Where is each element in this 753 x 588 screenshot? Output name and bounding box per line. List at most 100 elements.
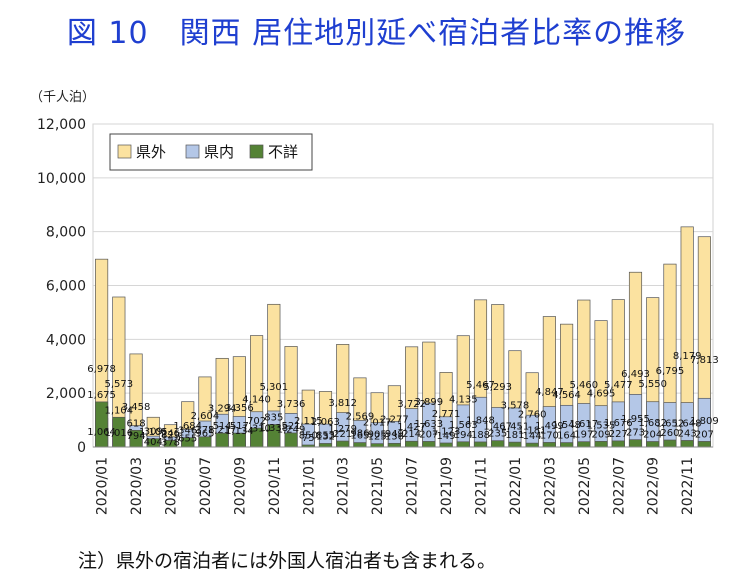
data-label: 246 <box>161 428 180 439</box>
bar-segment-fusho <box>353 442 367 448</box>
data-label: 1,676 <box>604 418 633 429</box>
bar-segment-fusho <box>491 440 505 448</box>
x-tick-label: 2022/05 <box>577 457 593 515</box>
data-label: 8,179 <box>673 351 702 362</box>
data-label: 1,617 <box>570 419 599 430</box>
data-label: 125 <box>368 432 387 443</box>
data-label: 1,249 <box>277 425 306 436</box>
data-label: 5,550 <box>638 379 667 390</box>
data-label: 1,499 <box>535 421 564 432</box>
data-label: 235 <box>488 429 507 440</box>
data-label: 1,955 <box>621 414 650 425</box>
y-tick-label: 2,000 <box>46 386 86 402</box>
data-label: 1,181 <box>518 426 547 437</box>
data-label: 702 <box>247 416 266 427</box>
x-tick-label: 2022/07 <box>611 457 627 515</box>
data-label: 204 <box>643 430 662 441</box>
data-label: 986 <box>350 428 369 439</box>
data-label: 1,809 <box>690 416 719 427</box>
bar-segment-fusho <box>318 443 333 448</box>
x-tick-label: 2021/11 <box>474 457 490 515</box>
y-tick-label: 10,000 <box>37 171 86 187</box>
data-label: 1,105 <box>139 427 168 438</box>
data-label: 1,123 <box>432 426 461 437</box>
bar-segment-fusho <box>525 442 539 448</box>
data-label: 850 <box>299 430 318 441</box>
data-label: 4,140 <box>242 394 271 405</box>
axes: 0 2,000 4,000 6,000 8,000 10,000 12,000 2020/01… <box>37 117 713 515</box>
bar-segment-fusho <box>508 441 522 448</box>
data-label: 853 <box>316 430 335 441</box>
bar-segment-fusho <box>663 439 677 448</box>
data-label: 1,104 <box>105 405 134 416</box>
data-label: 214 <box>402 429 421 440</box>
data-label: 794 <box>127 431 146 442</box>
data-label: 5,573 <box>105 379 134 390</box>
data-label: 378 <box>161 437 180 448</box>
bar-segment-fusho <box>439 442 453 448</box>
data-label: 6,493 <box>621 369 650 380</box>
data-label: 5,460 <box>570 380 599 391</box>
data-label: 207 <box>419 429 438 440</box>
data-label: 949 <box>385 429 404 440</box>
data-label: 2,760 <box>518 409 547 420</box>
bar-segment-fusho <box>542 442 556 448</box>
bar-segment-fusho <box>628 439 643 448</box>
data-label: 170 <box>540 430 559 441</box>
y-tick-label: 4,000 <box>46 332 86 348</box>
legend-label: 県外 <box>136 143 166 161</box>
bar-segment-fusho <box>370 443 384 448</box>
x-tick-label: 2020/09 <box>232 457 248 515</box>
data-label: 149 <box>437 431 456 442</box>
footnote: 注）県外の宿泊者には外国人宿泊者も含まれる。 <box>78 550 497 572</box>
legend-label: 不詳 <box>268 143 298 161</box>
data-label: 3,356 <box>225 403 254 414</box>
legend-swatch <box>249 144 264 159</box>
legend-box <box>109 133 313 171</box>
data-label: 3,812 <box>328 398 357 409</box>
y-tick-label: 8,000 <box>46 225 86 241</box>
data-label: 181 <box>505 430 524 441</box>
data-label: 5,467 <box>466 380 495 391</box>
data-label: 6,795 <box>656 366 685 377</box>
bar-segment-fusho <box>405 440 419 448</box>
data-label: 1,682 <box>638 418 667 429</box>
data-label: 144 <box>523 431 542 442</box>
x-tick-label: 2020/03 <box>129 457 145 515</box>
x-tick-label: 2022/11 <box>680 457 696 515</box>
data-label: 3,722 <box>397 399 426 410</box>
data-label: 1,427 <box>397 422 426 433</box>
data-label: 4,135 <box>449 394 478 405</box>
x-tick-label: 2022/01 <box>508 457 524 515</box>
data-label: 2,604 <box>191 411 220 422</box>
data-label: 1,338 <box>260 423 289 434</box>
x-tick-label: 2022/03 <box>542 457 558 515</box>
data-label: 1,064 <box>87 427 116 438</box>
data-label: 75 <box>302 433 315 444</box>
bar-segment-fusho <box>680 440 694 448</box>
data-label: 618 <box>127 418 146 429</box>
data-label: 3,736 <box>277 399 306 410</box>
data-label: 378 <box>195 425 214 436</box>
data-label: 4,847 <box>535 387 564 398</box>
x-tick-label: 2021/07 <box>405 457 421 515</box>
data-label: 194 <box>454 430 473 441</box>
x-tick-label: 2020/11 <box>267 457 283 515</box>
legend-swatch <box>185 144 200 159</box>
bar-segment-fusho <box>387 442 401 448</box>
data-label: 1,467 <box>483 421 512 432</box>
x-tick-label: 2020/07 <box>198 457 214 515</box>
data-label: 136 <box>385 431 404 442</box>
data-label: 3,899 <box>415 397 444 408</box>
x-tick-label: 2020/01 <box>95 457 111 515</box>
bar-segment-fusho <box>697 441 711 448</box>
x-tick-label: 2021/03 <box>336 457 352 515</box>
bar-segment-fusho <box>560 442 574 448</box>
data-label: 5,477 <box>604 380 633 391</box>
data-label: 197 <box>574 430 593 441</box>
y-tick-label: 12,000 <box>37 117 86 133</box>
data-label: 273 <box>626 428 645 439</box>
x-tick-label: 2021/09 <box>439 457 455 515</box>
data-label: 243 <box>678 428 697 439</box>
